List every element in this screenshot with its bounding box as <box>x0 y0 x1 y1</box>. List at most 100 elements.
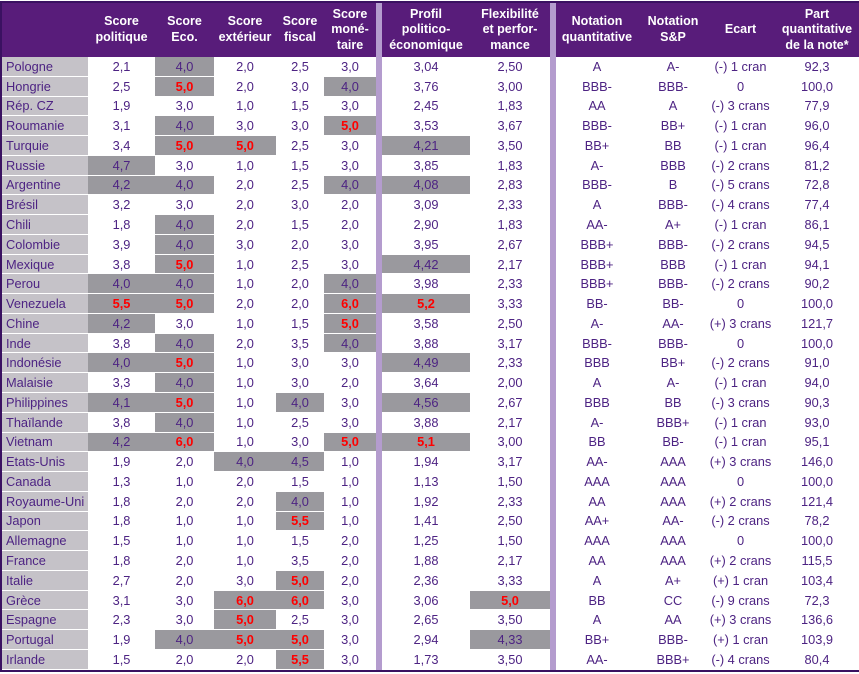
profil-cell: 4,42 <box>382 254 470 275</box>
column-separator <box>376 294 382 314</box>
score-cell-score_fiscal: 2,5 <box>276 136 324 156</box>
notation-sp-cell: AAA <box>638 551 708 571</box>
profil-cell: 3,58 <box>382 313 470 334</box>
score-cell-score_monetaire: 4,0 <box>324 333 376 354</box>
ecart-cell: (+) 1 cran <box>708 630 773 650</box>
part-quantitative-cell: 146,0 <box>773 452 859 473</box>
part-quantitative-cell: 90,2 <box>773 274 859 295</box>
country-cell: Perou <box>2 274 88 295</box>
column-separator <box>550 274 556 295</box>
column-separator <box>376 393 382 413</box>
notation-quantitative-cell: AAA <box>556 531 638 552</box>
score-cell-score_politique: 4,2 <box>88 432 155 453</box>
score-cell-score_exterieur: 2,0 <box>214 649 276 670</box>
country-cell: Etats-Unis <box>2 452 88 473</box>
score-cell-score_eco: 5,0 <box>155 254 214 275</box>
column-separator <box>550 511 556 532</box>
notation-sp-cell: BB+ <box>638 353 708 374</box>
score-cell-score_politique: 1,9 <box>88 452 155 473</box>
score-cell-score_exterieur: 1,0 <box>214 373 276 394</box>
header-score-politique: Score politique <box>88 3 155 57</box>
flexibilite-cell: 3,33 <box>470 294 550 314</box>
table-row: Allemagne 1,5 1,0 1,0 1,5 2,0 1,25 1,50 AAA AAA 0 1… <box>2 531 859 552</box>
score-cell-score_fiscal: 2,0 <box>276 234 324 255</box>
score-cell-score_monetaire: 3,0 <box>324 96 376 117</box>
score-cell-score_eco: 1,0 <box>155 511 214 532</box>
flexibilite-cell: 2,50 <box>470 511 550 532</box>
country-cell: Hongrie <box>2 76 88 97</box>
flexibilite-cell: 1,83 <box>470 215 550 235</box>
country-cell: Thaïlande <box>2 412 88 433</box>
score-cell-score_monetaire: 1,0 <box>324 511 376 532</box>
profil-cell: 2,94 <box>382 630 470 650</box>
score-cell-score_exterieur: 5,0 <box>214 610 276 631</box>
table-row: Thaïlande 3,8 4,0 1,0 2,5 3,0 3,88 2,17 A- BBB+ (-… <box>2 412 859 433</box>
profil-cell: 3,88 <box>382 333 470 354</box>
notation-sp-cell: A+ <box>638 570 708 591</box>
score-cell-score_politique: 3,1 <box>88 116 155 137</box>
score-cell-score_politique: 1,5 <box>88 649 155 670</box>
flexibilite-cell: 2,17 <box>470 551 550 571</box>
ecart-cell: (+) 1 cran <box>708 570 773 591</box>
column-separator <box>550 3 556 57</box>
header-score-monetaire: Score moné- taire <box>324 3 376 57</box>
flexibilite-cell: 1,50 <box>470 531 550 552</box>
flexibilite-cell: 2,17 <box>470 254 550 275</box>
notation-sp-cell: AAA <box>638 491 708 512</box>
profil-cell: 1,13 <box>382 472 470 492</box>
notation-sp-cell: BB <box>638 136 708 156</box>
column-separator <box>550 76 556 97</box>
part-quantitative-cell: 94,5 <box>773 234 859 255</box>
profil-cell: 1,73 <box>382 649 470 670</box>
score-cell-score_monetaire: 3,0 <box>324 610 376 631</box>
score-cell-score_exterieur: 2,0 <box>214 491 276 512</box>
score-cell-score_politique: 1,9 <box>88 630 155 650</box>
notation-quantitative-cell: BB- <box>556 294 638 314</box>
score-cell-score_fiscal: 4,0 <box>276 491 324 512</box>
part-quantitative-cell: 86,1 <box>773 215 859 235</box>
notation-sp-cell: A <box>638 96 708 117</box>
column-separator <box>376 472 382 492</box>
column-separator <box>550 155 556 176</box>
score-cell-score_eco: 3,0 <box>155 313 214 334</box>
score-cell-score_fiscal: 2,0 <box>276 294 324 314</box>
notation-sp-cell: AA- <box>638 511 708 532</box>
score-cell-score_exterieur: 1,0 <box>214 393 276 413</box>
flexibilite-cell: 3,17 <box>470 452 550 473</box>
country-cell: Brésil <box>2 195 88 216</box>
ecart-cell: (-) 1 cran <box>708 57 773 77</box>
column-separator <box>550 373 556 394</box>
part-quantitative-cell: 78,2 <box>773 511 859 532</box>
table-row: Venezuela 5,5 5,0 2,0 2,0 6,0 5,2 3,33 BB- BB- 0 10… <box>2 294 859 314</box>
column-separator <box>376 452 382 473</box>
column-separator <box>376 136 382 156</box>
ecart-cell: (-) 2 crans <box>708 274 773 295</box>
notation-sp-cell: CC <box>638 590 708 611</box>
table-row: Espagne 2,3 3,0 5,0 2,5 3,0 2,65 3,50 A AA (+) 3 c… <box>2 610 859 631</box>
flexibilite-cell: 2,50 <box>470 313 550 334</box>
score-cell-score_eco: 4,0 <box>155 274 214 295</box>
header-notation-sp: Notation S&P <box>638 3 708 57</box>
score-cell-score_fiscal: 3,5 <box>276 551 324 571</box>
notation-quantitative-cell: AA- <box>556 649 638 670</box>
score-cell-score_monetaire: 4,0 <box>324 76 376 97</box>
table-row: Rép. CZ 1,9 3,0 1,0 1,5 3,0 2,45 1,83 AA A (-) 3 c… <box>2 96 859 117</box>
column-separator <box>550 649 556 670</box>
column-separator <box>376 432 382 453</box>
score-cell-score_exterieur: 2,0 <box>214 472 276 492</box>
column-separator <box>376 234 382 255</box>
score-cell-score_exterieur: 2,0 <box>214 76 276 97</box>
table-row: Etats-Unis 1,9 2,0 4,0 4,5 1,0 1,94 3,17 AA- AAA(… <box>2 452 859 473</box>
notation-sp-cell: A- <box>638 57 708 77</box>
notation-quantitative-cell: BBB+ <box>556 234 638 255</box>
score-cell-score_monetaire: 3,0 <box>324 136 376 156</box>
country-cell: Turquie <box>2 136 88 156</box>
country-cell: Rép. CZ <box>2 96 88 117</box>
profil-cell: 3,88 <box>382 412 470 433</box>
notation-quantitative-cell: BB <box>556 590 638 611</box>
score-cell-score_fiscal: 3,0 <box>276 353 324 374</box>
score-cell-score_eco: 4,0 <box>155 630 214 650</box>
column-separator <box>550 590 556 611</box>
score-cell-score_exterieur: 2,0 <box>214 57 276 77</box>
score-cell-score_eco: 5,0 <box>155 353 214 374</box>
